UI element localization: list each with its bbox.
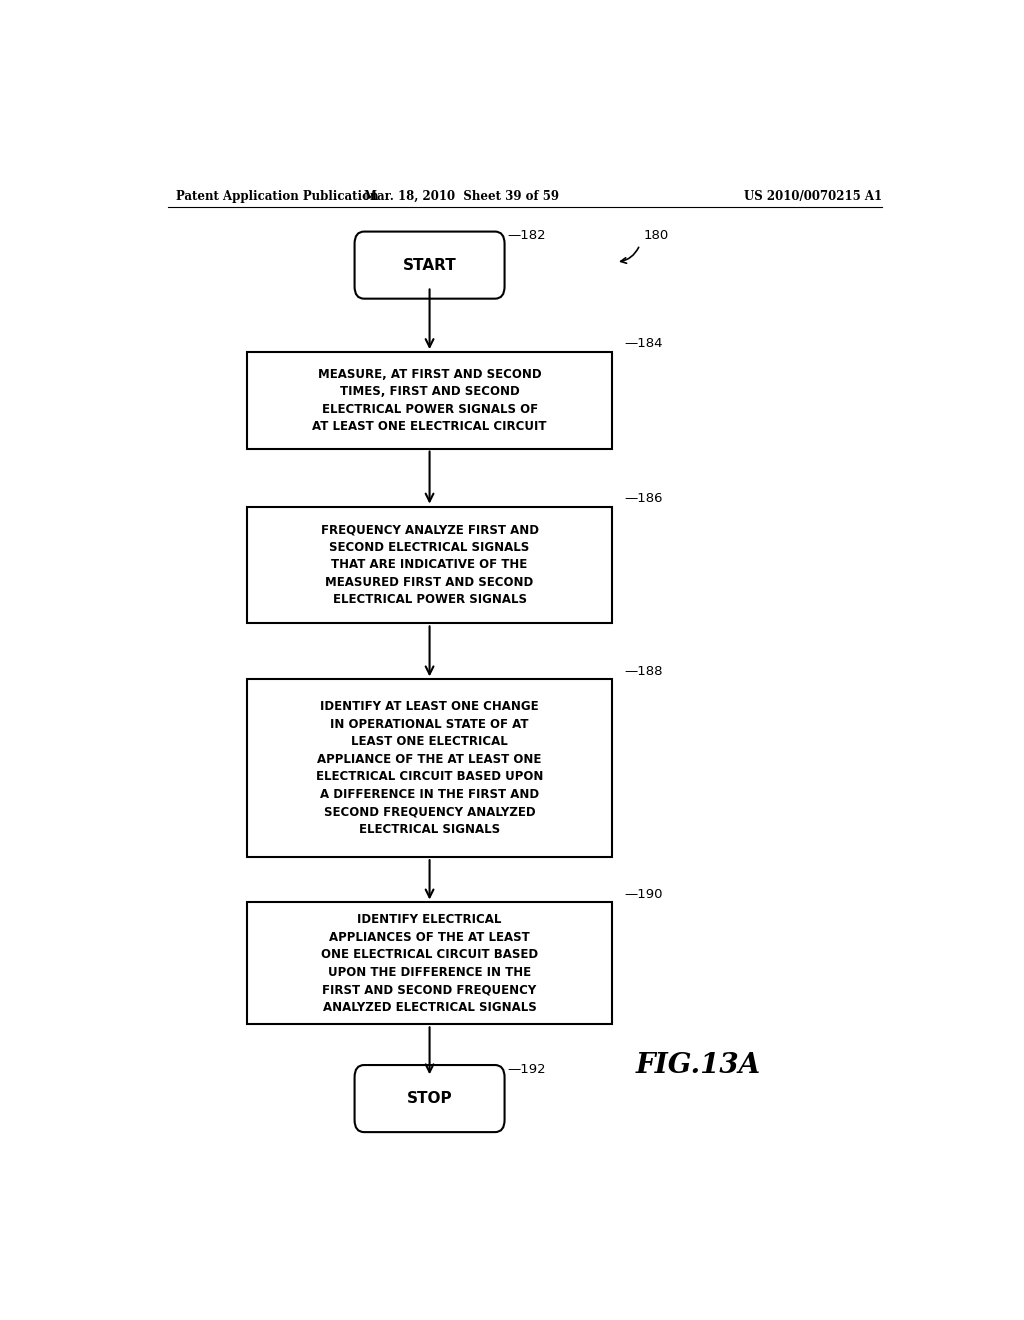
Text: FIG.13A: FIG.13A — [636, 1052, 761, 1078]
Text: —184: —184 — [624, 338, 663, 350]
Text: Patent Application Publication: Patent Application Publication — [176, 190, 378, 202]
Text: 180: 180 — [644, 228, 669, 242]
Text: —188: —188 — [624, 665, 663, 677]
Bar — [247, 680, 612, 857]
Text: STOP: STOP — [407, 1092, 453, 1106]
Text: IDENTIFY AT LEAST ONE CHANGE
IN OPERATIONAL STATE OF AT
LEAST ONE ELECTRICAL
APP: IDENTIFY AT LEAST ONE CHANGE IN OPERATIO… — [315, 701, 544, 836]
Text: —190: —190 — [624, 888, 663, 900]
Text: —182: —182 — [507, 230, 546, 242]
Text: MEASURE, AT FIRST AND SECOND
TIMES, FIRST AND SECOND
ELECTRICAL POWER SIGNALS OF: MEASURE, AT FIRST AND SECOND TIMES, FIRS… — [312, 367, 547, 433]
FancyBboxPatch shape — [354, 231, 505, 298]
Text: START: START — [402, 257, 457, 273]
Bar — [247, 903, 612, 1024]
FancyBboxPatch shape — [354, 1065, 505, 1133]
Text: Mar. 18, 2010  Sheet 39 of 59: Mar. 18, 2010 Sheet 39 of 59 — [364, 190, 559, 202]
Text: FREQUENCY ANALYZE FIRST AND
SECOND ELECTRICAL SIGNALS
THAT ARE INDICATIVE OF THE: FREQUENCY ANALYZE FIRST AND SECOND ELECT… — [321, 524, 539, 606]
Text: —186: —186 — [624, 492, 663, 504]
Text: —192: —192 — [507, 1063, 546, 1076]
Text: US 2010/0070215 A1: US 2010/0070215 A1 — [743, 190, 882, 202]
Bar — [247, 352, 612, 449]
Text: IDENTIFY ELECTRICAL
APPLIANCES OF THE AT LEAST
ONE ELECTRICAL CIRCUIT BASED
UPON: IDENTIFY ELECTRICAL APPLIANCES OF THE AT… — [321, 913, 539, 1014]
Bar — [247, 507, 612, 623]
